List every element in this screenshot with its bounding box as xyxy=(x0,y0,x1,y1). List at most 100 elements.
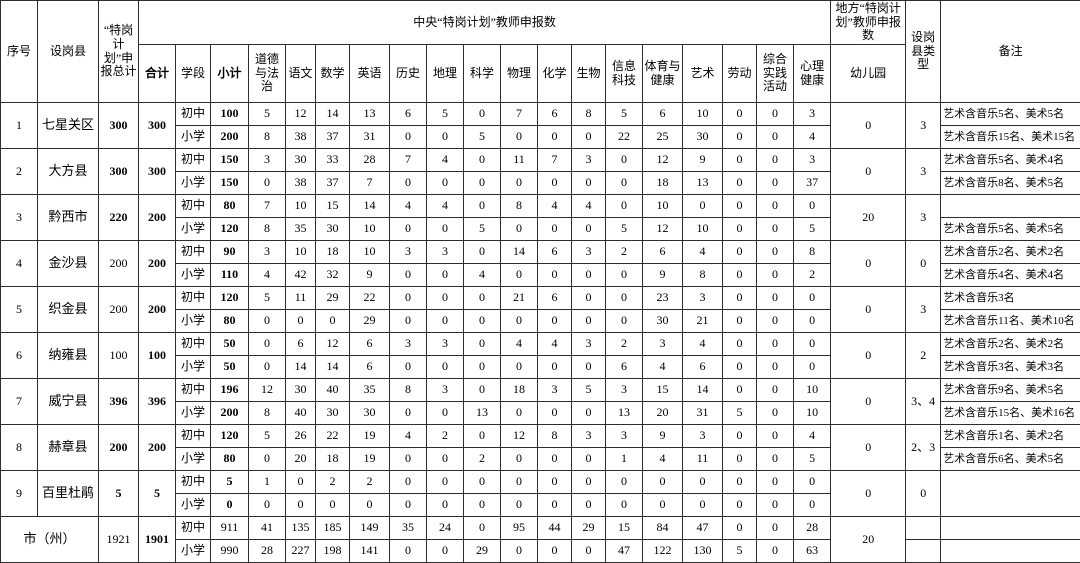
cell-subject-value: 12 xyxy=(249,379,286,402)
cell-subject-value: 227 xyxy=(286,540,316,563)
cell-kindergarten: 20 xyxy=(831,517,906,563)
cell-subject-value: 30 xyxy=(286,379,316,402)
cell-subject-value: 0 xyxy=(427,126,464,149)
cell-subject-value: 0 xyxy=(427,448,464,471)
cell-subject-value: 0 xyxy=(794,195,831,218)
header-central-group: 中央“特岗计划”教师申报数 xyxy=(139,1,831,45)
cell-subject-value: 21 xyxy=(501,287,538,310)
cell-kindergarten: 0 xyxy=(831,471,906,517)
cell-subject-value: 0 xyxy=(538,540,572,563)
cell-subject-value: 0 xyxy=(538,310,572,333)
cell-subject-value: 0 xyxy=(723,310,757,333)
header-remarks: 备注 xyxy=(941,1,1080,103)
cell-subject-value: 6 xyxy=(643,103,683,126)
header-stage: 学段 xyxy=(176,45,211,103)
cell-subject-value: 10 xyxy=(286,195,316,218)
cell-subject-value: 14 xyxy=(350,195,390,218)
cell-subject-value: 30 xyxy=(350,402,390,425)
cell-stage: 小学 xyxy=(176,264,211,287)
cell-subject-value: 31 xyxy=(350,126,390,149)
cell-subject-value: 2 xyxy=(794,264,831,287)
cell-subject-value: 10 xyxy=(286,241,316,264)
cell-subject-value: 30 xyxy=(286,149,316,172)
cell-subject-value: 0 xyxy=(757,517,794,540)
cell-subject-value: 37 xyxy=(794,172,831,195)
cell-subject-value: 5 xyxy=(249,425,286,448)
cell-subject-value: 29 xyxy=(572,517,606,540)
cell-subject-value: 3 xyxy=(606,379,643,402)
header-county: 设岗县 xyxy=(38,1,99,103)
cell-subject-value: 29 xyxy=(464,540,501,563)
cell-subject-value: 0 xyxy=(757,172,794,195)
cell-subject-value: 0 xyxy=(538,448,572,471)
cell-subject-value: 0 xyxy=(757,448,794,471)
cell-subject-value: 10 xyxy=(794,379,831,402)
cell-subject-value: 0 xyxy=(538,494,572,517)
cell-stage: 初中 xyxy=(176,471,211,494)
cell-subject-value: 29 xyxy=(350,310,390,333)
cell-subject-value: 0 xyxy=(501,126,538,149)
cell-subject-value: 4 xyxy=(683,241,723,264)
cell-remark: 艺术含音乐6名、美术5名 xyxy=(941,448,1080,471)
cell-subject-value: 40 xyxy=(286,402,316,425)
cell-subject-value: 0 xyxy=(606,494,643,517)
cell-subject-value: 4 xyxy=(643,356,683,379)
cell-remark: 艺术含音乐15名、美术15名 xyxy=(941,126,1080,149)
cell-subtotal: 80 xyxy=(211,310,249,333)
cell-subject-value: 2 xyxy=(316,471,350,494)
cell-subject-value: 0 xyxy=(572,310,606,333)
cell-subject-value: 0 xyxy=(390,126,427,149)
header-subject: 劳动 xyxy=(723,45,757,103)
cell-subject-value: 0 xyxy=(572,172,606,195)
cell-subject-value: 141 xyxy=(350,540,390,563)
cell-subject-value: 20 xyxy=(286,448,316,471)
cell-subject-value: 0 xyxy=(757,195,794,218)
cell-subject-value: 0 xyxy=(606,172,643,195)
cell-subject-value: 5 xyxy=(606,103,643,126)
header-plan-total: “特岗计划”申报总计 xyxy=(99,1,139,103)
cell-subtotal: 80 xyxy=(211,448,249,471)
cell-subject-value: 6 xyxy=(643,241,683,264)
cell-subject-value: 11 xyxy=(286,287,316,310)
cell-subject-value: 0 xyxy=(538,126,572,149)
cell-subject-value: 12 xyxy=(316,333,350,356)
cell-subject-value: 0 xyxy=(427,471,464,494)
cell-stage: 小学 xyxy=(176,310,211,333)
cell-subject-value: 35 xyxy=(286,218,316,241)
cell-subject-value: 14 xyxy=(286,356,316,379)
cell-subject-value: 0 xyxy=(723,195,757,218)
cell-subject-value: 135 xyxy=(286,517,316,540)
cell-subject-value: 0 xyxy=(464,356,501,379)
cell-subject-value: 0 xyxy=(723,471,757,494)
header-subject: 体育与健康 xyxy=(643,45,683,103)
cell-subject-value: 22 xyxy=(350,287,390,310)
cell-remark: 艺术含音乐5名、美术4名 xyxy=(941,149,1080,172)
cell-subject-value: 18 xyxy=(643,172,683,195)
cell-subtotal: 120 xyxy=(211,218,249,241)
header-county-type: 设岗县类型 xyxy=(906,1,941,103)
cell-subject-value: 0 xyxy=(427,172,464,195)
cell-subject-value: 0 xyxy=(464,379,501,402)
cell-county-type: 0 xyxy=(906,471,941,517)
cell-subject-value: 3 xyxy=(427,333,464,356)
cell-subject-value: 29 xyxy=(316,287,350,310)
cell-subject-value: 0 xyxy=(683,494,723,517)
cell-subject-value: 2 xyxy=(427,425,464,448)
cell-total: 100 xyxy=(139,333,176,379)
cell-subject-value: 0 xyxy=(606,310,643,333)
cell-subject-value: 0 xyxy=(464,471,501,494)
cell-subject-value: 0 xyxy=(757,103,794,126)
cell-subject-value: 0 xyxy=(572,540,606,563)
cell-subject-value: 30 xyxy=(643,310,683,333)
cell-subject-value: 3 xyxy=(390,241,427,264)
cell-subject-value: 2 xyxy=(606,333,643,356)
cell-stage: 小学 xyxy=(176,402,211,425)
cell-subject-value: 0 xyxy=(794,356,831,379)
cell-subject-value: 0 xyxy=(606,149,643,172)
cell-subject-value: 0 xyxy=(757,310,794,333)
cell-subject-value: 0 xyxy=(390,494,427,517)
cell-remark: 艺术含音乐3名 xyxy=(941,287,1080,310)
cell-subject-value: 47 xyxy=(606,540,643,563)
cell-subject-value: 0 xyxy=(572,264,606,287)
header-subject: 化学 xyxy=(538,45,572,103)
